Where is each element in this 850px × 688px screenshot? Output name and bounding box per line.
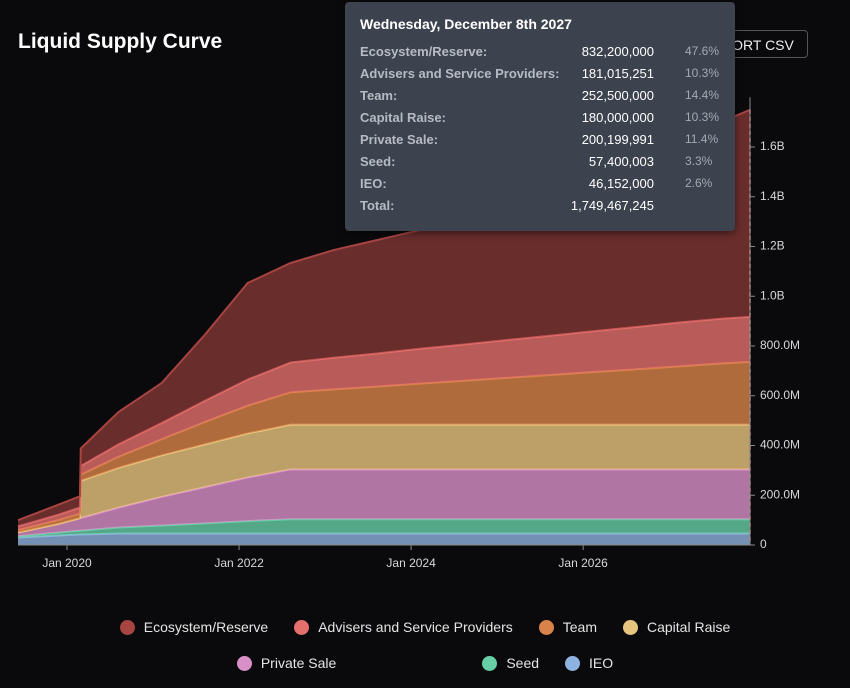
legend-item: Ecosystem/Reserve <box>119 616 269 638</box>
legend-swatch <box>236 655 252 671</box>
tooltip-row: Team: 252,500,000 14.4% <box>360 88 720 108</box>
tooltip-label: Private Sale: <box>360 132 439 147</box>
y-tick-label: 800.0M <box>760 338 800 352</box>
legend-item: Seed <box>482 652 539 674</box>
legend-label: Private Sale <box>260 655 337 671</box>
tooltip-row: Seed: 57,400,003 3.3% <box>360 154 720 174</box>
y-tick-label: 200.0M <box>760 487 800 501</box>
tooltip-label: Team: <box>360 88 398 103</box>
legend-item: IEO <box>565 652 613 674</box>
y-tick-label: 1.6B <box>760 139 785 153</box>
legend-label: IEO <box>589 655 614 671</box>
legend-item: Capital Raise <box>622 616 731 638</box>
tooltip-value: 200,199,991 <box>581 132 654 147</box>
tooltip-percent: 10.3% <box>685 66 720 80</box>
legend-swatch <box>565 655 581 671</box>
tooltip-percent: 2.6% <box>685 176 713 190</box>
tooltip-label: Ecosystem/Reserve: <box>360 44 488 59</box>
legend-swatch <box>538 619 554 635</box>
y-tick-label: 1.0B <box>760 288 785 302</box>
area <box>18 361 750 533</box>
tooltip-title: Wednesday, December 8th 2027 <box>360 16 572 32</box>
tooltip-row: IEO: 46,152,000 2.6% <box>360 176 720 196</box>
y-tick-label: 1.2B <box>760 239 785 253</box>
area <box>18 424 750 533</box>
tooltip-percent: 47.6% <box>685 44 720 58</box>
x-tick-label: Jan 2026 <box>558 556 608 570</box>
x-tick-label: Jan 2020 <box>42 556 92 570</box>
legend-swatch <box>119 619 135 635</box>
chart-title: Liquid Supply Curve <box>18 30 223 53</box>
y-tick-label: 0 <box>760 537 767 551</box>
area <box>18 316 750 531</box>
tooltip-total: Total: 1,749,467,245 <box>360 198 720 218</box>
y-tick-label: 1.4B <box>760 189 785 203</box>
tooltip-row: Capital Raise: 180,000,000 10.3% <box>360 110 720 130</box>
legend-item: Private Sale <box>236 652 337 674</box>
tooltip: Wednesday, December 8th 2027 Ecosystem/R… <box>345 2 735 231</box>
tooltip-value: 180,000,000 <box>581 110 654 125</box>
legend-label: Seed <box>506 655 540 671</box>
tooltip-percent: 14.4% <box>685 88 720 102</box>
tooltip-row: Ecosystem/Reserve: 832,200,000 47.6% <box>360 44 720 64</box>
tooltip-percent: 10.3% <box>685 110 720 124</box>
legend-label: Team <box>562 619 597 635</box>
tooltip-value: 832,200,000 <box>581 44 654 59</box>
tooltip-value: 46,152,000 <box>588 176 654 191</box>
tooltip-row: Private Sale: 200,199,991 11.4% <box>360 132 720 152</box>
tooltip-label: Advisers and Service Providers: <box>360 66 560 81</box>
x-tick-label: Jan 2022 <box>214 556 264 570</box>
y-tick-label: 600.0M <box>760 388 800 402</box>
legend-swatch <box>482 655 498 671</box>
tooltip-row: Advisers and Service Providers: 181,015,2… <box>360 66 720 86</box>
area <box>18 533 750 545</box>
tooltip-percent: 3.3% <box>685 154 713 168</box>
tooltip-label: IEO: <box>360 176 387 191</box>
tooltip-label: Seed: <box>360 154 396 169</box>
tooltip-value: 1,749,467,245 <box>570 198 654 213</box>
area <box>18 469 750 537</box>
y-tick-label: 400.0M <box>760 438 800 452</box>
tooltip-value: 57,400,003 <box>588 154 654 169</box>
tooltip-value: 252,500,000 <box>581 88 654 103</box>
legend-label: Capital Raise <box>646 619 731 635</box>
legend: Ecosystem/Reserve Advisers and Service Pr… <box>30 616 820 674</box>
legend-item: Advisers and Service Providers <box>294 616 513 638</box>
tooltip-value: 181,015,251 <box>581 66 654 81</box>
tooltip-label: Total: <box>360 198 395 213</box>
x-tick-label: Jan 2024 <box>386 556 436 570</box>
legend-label: Ecosystem/Reserve <box>143 619 269 635</box>
tooltip-label: Capital Raise: <box>360 110 446 125</box>
legend-item: Team <box>538 616 597 638</box>
legend-swatch <box>622 619 638 635</box>
legend-label: Advisers and Service Providers <box>318 619 513 635</box>
tooltip-percent: 11.4% <box>685 132 719 146</box>
legend-swatch <box>294 619 310 635</box>
